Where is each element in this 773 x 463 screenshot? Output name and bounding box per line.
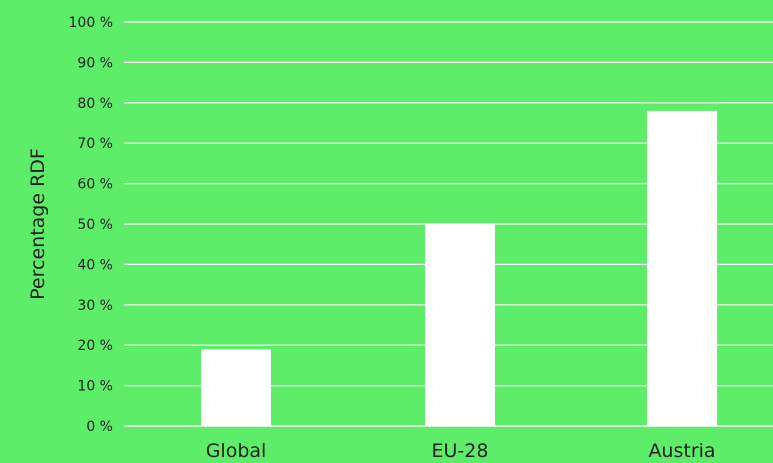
category-label: Austria <box>648 440 715 462</box>
y-tick-label: 20 % <box>77 338 113 354</box>
y-tick-label: 80 % <box>77 96 113 112</box>
bar-austria <box>647 110 717 426</box>
y-tick-label: 90 % <box>77 55 113 71</box>
y-tick-label: 50 % <box>77 217 113 233</box>
y-tick-label: 70 % <box>77 136 113 152</box>
category-labels: Global EU-28 Austria <box>206 440 716 462</box>
y-axis-label: Percentage RDF <box>27 148 49 300</box>
bars <box>201 110 717 426</box>
y-tick-labels: 0 % 10 % 20 % 30 % 40 % 50 % 60 % 70 % 80 % 90 % 1… <box>69 15 113 435</box>
y-tick-label: 40 % <box>77 257 113 273</box>
y-tick-label: 10 % <box>77 379 113 395</box>
bar-eu-28 <box>425 224 495 426</box>
category-label: EU-28 <box>432 440 489 462</box>
y-tick-label: 30 % <box>77 298 113 314</box>
y-tick-label: 60 % <box>77 177 113 193</box>
bar-global <box>201 349 271 426</box>
y-tick-label: 100 % <box>69 15 113 31</box>
y-tick-label: 0 % <box>86 419 113 435</box>
category-label: Global <box>206 440 267 462</box>
